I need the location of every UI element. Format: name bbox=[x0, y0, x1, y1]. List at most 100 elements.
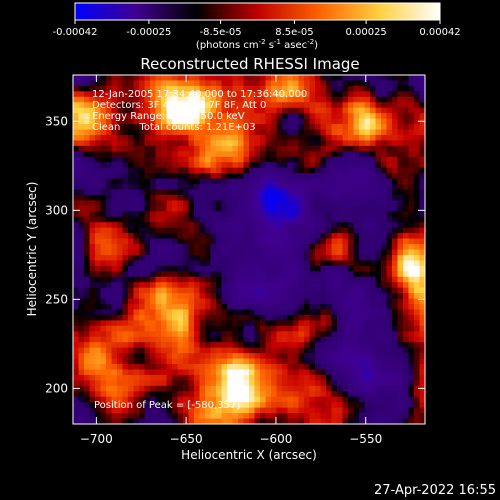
heatmap-cell bbox=[144, 222, 151, 229]
heatmap-cell bbox=[144, 265, 151, 272]
heatmap-cell bbox=[408, 156, 415, 163]
heatmap-cell bbox=[298, 173, 305, 180]
heatmap-cell bbox=[364, 167, 371, 174]
heatmap-cell bbox=[199, 227, 206, 234]
heatmap-cell bbox=[150, 156, 157, 163]
heatmap-cell bbox=[232, 140, 239, 147]
heatmap-cell bbox=[227, 325, 234, 332]
heatmap-cell bbox=[150, 96, 157, 103]
heatmap-cell bbox=[78, 402, 85, 409]
heatmap-cell bbox=[282, 167, 289, 174]
heatmap-cell bbox=[304, 374, 311, 381]
heatmap-cell bbox=[386, 298, 393, 305]
heatmap-cell bbox=[194, 418, 201, 424]
heatmap-cell bbox=[155, 244, 162, 251]
heatmap-cell bbox=[364, 134, 371, 142]
heatmap-cell bbox=[337, 402, 344, 409]
heatmap-cell bbox=[243, 75, 250, 82]
heatmap-cell bbox=[100, 385, 107, 392]
heatmap-cell bbox=[414, 407, 421, 414]
heatmap-cell bbox=[210, 254, 217, 261]
heatmap-cell bbox=[188, 194, 195, 202]
heatmap-cell bbox=[238, 167, 245, 174]
heatmap-cell bbox=[84, 314, 91, 321]
heatmap-cell bbox=[216, 314, 223, 321]
heatmap-cell bbox=[194, 298, 201, 305]
heatmap-cell bbox=[155, 151, 162, 158]
heatmap-cell bbox=[414, 91, 421, 98]
heatmap-cell bbox=[370, 342, 377, 349]
heatmap-cell bbox=[353, 173, 360, 180]
heatmap-cell bbox=[265, 238, 272, 245]
heatmap-cell bbox=[419, 238, 425, 245]
heatmap-cell bbox=[381, 276, 388, 283]
heatmap-cell bbox=[172, 293, 179, 300]
heatmap-cell bbox=[161, 244, 168, 251]
heatmap-cell bbox=[210, 418, 217, 424]
heatmap-cell bbox=[106, 134, 113, 142]
heatmap-cell bbox=[342, 184, 349, 191]
heatmap-cell bbox=[155, 282, 162, 289]
heatmap-cell bbox=[78, 364, 85, 371]
heatmap-cell bbox=[172, 107, 179, 114]
heatmap-cell bbox=[194, 124, 201, 131]
heatmap-cell bbox=[342, 407, 349, 414]
heatmap-cell bbox=[78, 369, 85, 376]
heatmap-cell bbox=[111, 347, 118, 354]
heatmap-cell bbox=[265, 331, 272, 338]
heatmap-cell bbox=[78, 129, 85, 136]
heatmap-cell bbox=[177, 309, 184, 316]
heatmap-cell bbox=[249, 200, 256, 207]
heatmap-cell bbox=[150, 249, 157, 256]
heatmap-cell bbox=[260, 418, 267, 424]
heatmap-cell bbox=[216, 407, 223, 414]
heatmap-cell bbox=[133, 249, 140, 256]
heatmap-cell bbox=[210, 173, 217, 180]
heatmap-cell bbox=[298, 314, 305, 321]
heatmap-cell bbox=[232, 336, 239, 343]
heatmap-cell bbox=[265, 227, 272, 234]
heatmap-cell bbox=[282, 293, 289, 300]
heatmap-cell bbox=[205, 200, 212, 207]
heatmap-cell bbox=[84, 167, 91, 174]
heatmap-cell bbox=[249, 134, 256, 142]
heatmap-cell bbox=[139, 238, 146, 245]
heatmap-cell bbox=[265, 222, 272, 229]
heatmap-cell bbox=[397, 254, 404, 261]
heatmap-cell bbox=[139, 216, 146, 223]
heatmap-cell bbox=[309, 75, 316, 82]
heatmap-cell bbox=[144, 75, 151, 82]
heatmap-cell bbox=[260, 391, 267, 398]
heatmap-cell bbox=[95, 244, 102, 251]
heatmap-cell bbox=[254, 80, 261, 87]
heatmap-cell bbox=[370, 156, 377, 163]
heatmap-cell bbox=[342, 276, 349, 283]
heatmap-cell bbox=[353, 353, 360, 360]
heatmap-cell bbox=[331, 298, 338, 305]
heatmap-cell bbox=[128, 309, 135, 316]
heatmap-cell bbox=[172, 336, 179, 343]
heatmap-cell bbox=[370, 238, 377, 245]
heatmap-cell bbox=[161, 178, 168, 185]
heatmap-cell bbox=[375, 336, 382, 343]
heatmap-cell bbox=[122, 102, 129, 109]
heatmap-cell bbox=[232, 347, 239, 354]
heatmap-cell bbox=[122, 211, 129, 218]
heatmap-cell bbox=[419, 418, 425, 424]
heatmap-cell bbox=[348, 124, 355, 131]
heatmap-cell bbox=[337, 298, 344, 305]
heatmap-cell bbox=[128, 282, 135, 289]
heatmap-cell bbox=[381, 309, 388, 316]
heatmap-cell bbox=[177, 151, 184, 158]
heatmap-cell bbox=[84, 320, 91, 327]
heatmap-cell bbox=[408, 205, 415, 212]
heatmap-cell bbox=[419, 189, 425, 196]
heatmap-cell bbox=[359, 353, 366, 360]
heatmap-cell bbox=[150, 205, 157, 212]
heatmap-cell bbox=[89, 189, 96, 196]
heatmap-cell bbox=[177, 385, 184, 392]
heatmap-cell bbox=[221, 271, 228, 278]
heatmap-cell bbox=[271, 282, 278, 289]
heatmap-cell bbox=[89, 358, 96, 365]
heatmap-cell bbox=[397, 287, 404, 294]
